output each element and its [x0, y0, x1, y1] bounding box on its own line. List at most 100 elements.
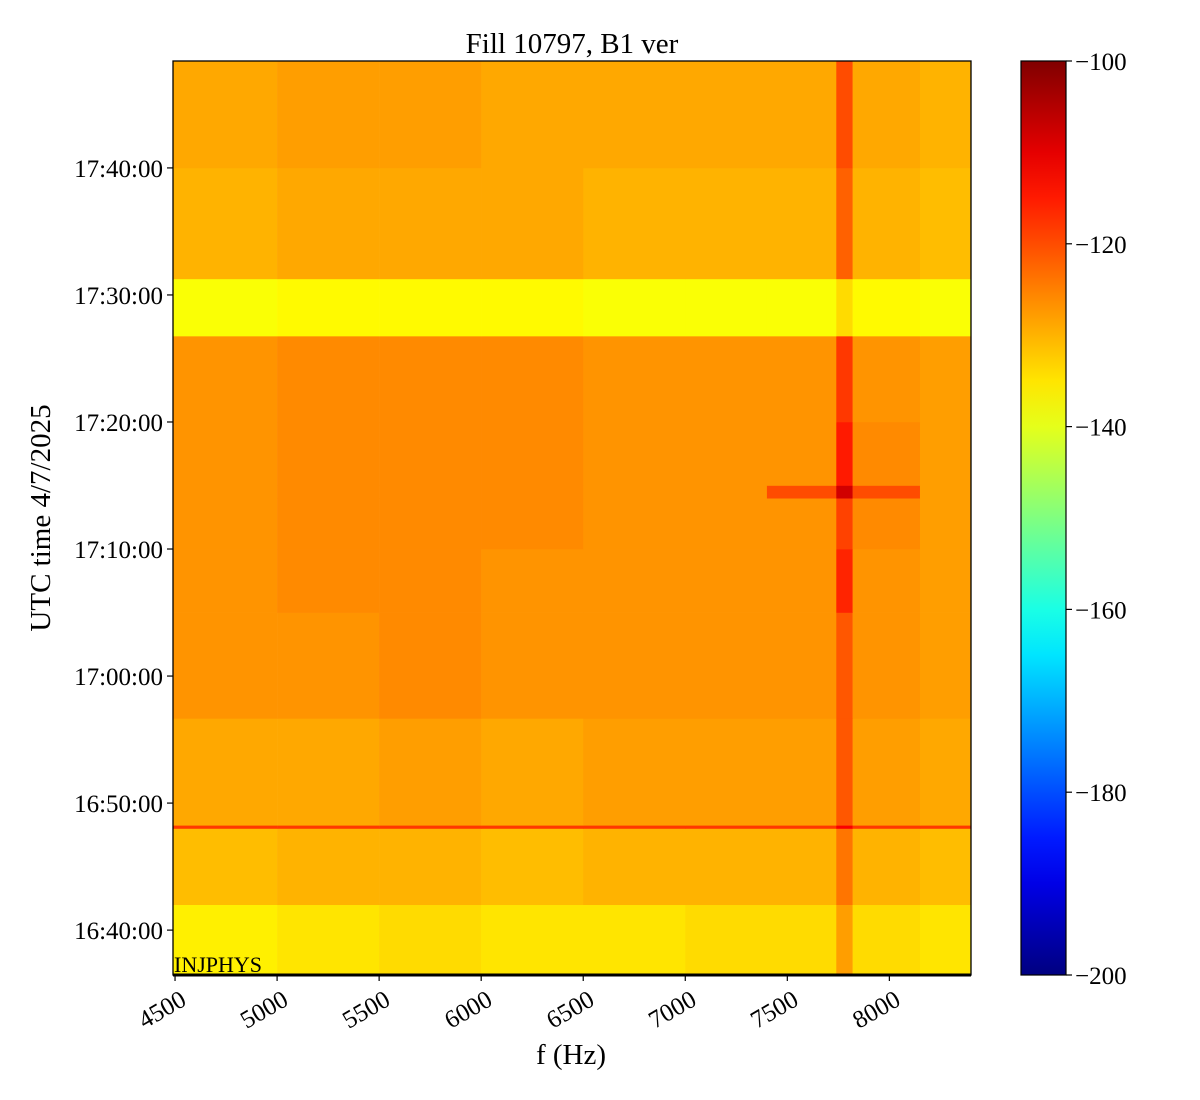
x-tick-label: 5500	[338, 986, 395, 1034]
heatmap-cell	[583, 61, 686, 169]
heatmap-cell	[766, 336, 837, 423]
heatmap-cell	[852, 904, 921, 976]
heatmap-cell	[379, 61, 482, 169]
heatmap-cell	[277, 485, 380, 499]
x-tick-label: 7500	[746, 986, 803, 1034]
heatmap-cell	[173, 828, 278, 906]
heatmap-cell	[852, 336, 921, 423]
heatmap-cell	[583, 167, 686, 280]
heatmap-cell	[277, 498, 380, 550]
colorbar-tick-label: −140	[1075, 415, 1127, 442]
heatmap-cell	[379, 485, 482, 499]
heatmap-cell	[583, 828, 686, 906]
heatmap-cell	[836, 61, 853, 169]
heatmap-cell	[766, 825, 837, 829]
heatmap-cell	[379, 167, 482, 280]
colorbar-tick-label: −100	[1075, 49, 1127, 76]
heatmap-cell	[277, 61, 380, 169]
heatmap-cell	[852, 167, 921, 280]
heatmap-cell	[379, 421, 482, 486]
heatmap-cell	[836, 498, 853, 550]
heatmap-cell	[379, 612, 482, 719]
x-tick-label: 4500	[134, 986, 191, 1034]
y-tick-label: 17:00:00	[74, 664, 163, 691]
heatmap-cell	[685, 904, 768, 976]
colorbar-tick-label: −120	[1075, 232, 1127, 259]
colorbar-tick-label: −160	[1075, 597, 1127, 624]
heatmap-cell	[173, 336, 278, 423]
heatmap-cell	[766, 718, 837, 826]
heatmap-cell	[685, 498, 768, 550]
heatmap-cell	[277, 278, 380, 337]
heatmap-cell	[766, 278, 837, 337]
heatmap-cell	[852, 718, 921, 826]
heatmap-cell	[277, 718, 380, 826]
heatmap-cell	[919, 61, 972, 169]
heatmap-cell	[919, 498, 972, 550]
heatmap-cell	[481, 485, 584, 499]
heatmap-cell	[919, 421, 972, 486]
y-tick-label: 16:40:00	[74, 918, 163, 945]
heatmap-cell	[685, 612, 768, 719]
heatmap-cell	[836, 278, 853, 337]
heatmap-cell	[173, 421, 278, 486]
y-tick-label: 17:30:00	[74, 283, 163, 310]
annotation: INJPHYS	[174, 952, 262, 977]
heatmap-cell	[583, 498, 686, 550]
x-axis-label: f (Hz)	[536, 1039, 606, 1071]
heatmap-cell	[481, 421, 584, 486]
heatmap-cell	[173, 612, 278, 719]
heatmap-cell	[766, 61, 837, 169]
heatmap-cell	[481, 825, 584, 829]
heatmap-cell	[173, 498, 278, 550]
heatmap-cell	[277, 904, 380, 976]
heatmap-cell	[852, 485, 921, 499]
heatmap-cell	[919, 336, 972, 423]
heatmap-cell	[481, 718, 584, 826]
heatmap-cell	[685, 718, 768, 826]
heatmap-cell	[685, 421, 768, 486]
heatmap-cell	[852, 549, 921, 613]
chart-title: Fill 10797, B1 ver	[466, 28, 679, 60]
heatmap-cell	[583, 904, 686, 976]
heatmap-cell	[852, 61, 921, 169]
heatmap-cell	[583, 278, 686, 337]
heatmap-cell	[685, 167, 768, 280]
heatmap-cell	[685, 825, 768, 829]
heatmap-cell	[852, 828, 921, 906]
heatmap-cell	[919, 485, 972, 499]
y-tick-label: 17:20:00	[74, 410, 163, 437]
heatmap-cell	[379, 828, 482, 906]
y-tick-label: 16:50:00	[74, 791, 163, 818]
heatmap-cell	[852, 498, 921, 550]
heatmap-cell	[277, 167, 380, 280]
heatmap-cell	[836, 825, 853, 829]
colorbar	[1020, 60, 1067, 976]
heatmap-cell	[919, 278, 972, 337]
heatmap-cell	[481, 549, 584, 613]
heatmap-cell	[852, 825, 921, 829]
heatmap-cell	[481, 498, 584, 550]
heatmap-cell	[836, 612, 853, 719]
heatmap-cell	[173, 61, 278, 169]
heatmap-cell	[583, 485, 686, 499]
y-tick-label: 17:10:00	[74, 537, 163, 564]
x-tick-label: 5000	[236, 986, 293, 1034]
heatmap-cell	[173, 278, 278, 337]
heatmap-cell	[173, 549, 278, 613]
heatmap-cell	[379, 336, 482, 423]
heatmap-cell	[173, 825, 278, 829]
heatmap-cell	[379, 498, 482, 550]
heatmap-cell	[766, 549, 837, 613]
heatmap-cell	[481, 612, 584, 719]
x-tick-label: 8000	[848, 986, 905, 1034]
heatmap-cell	[379, 549, 482, 613]
heatmap-cell	[685, 61, 768, 169]
colorbar-tick-label: −180	[1075, 780, 1127, 807]
x-tick-label: 6000	[440, 986, 497, 1034]
heatmap-cell	[481, 336, 584, 423]
heatmap-cell	[766, 612, 837, 719]
heatmap-cell	[583, 612, 686, 719]
heatmap-cell	[766, 828, 837, 906]
colorbar-tick-label: −200	[1075, 963, 1127, 990]
